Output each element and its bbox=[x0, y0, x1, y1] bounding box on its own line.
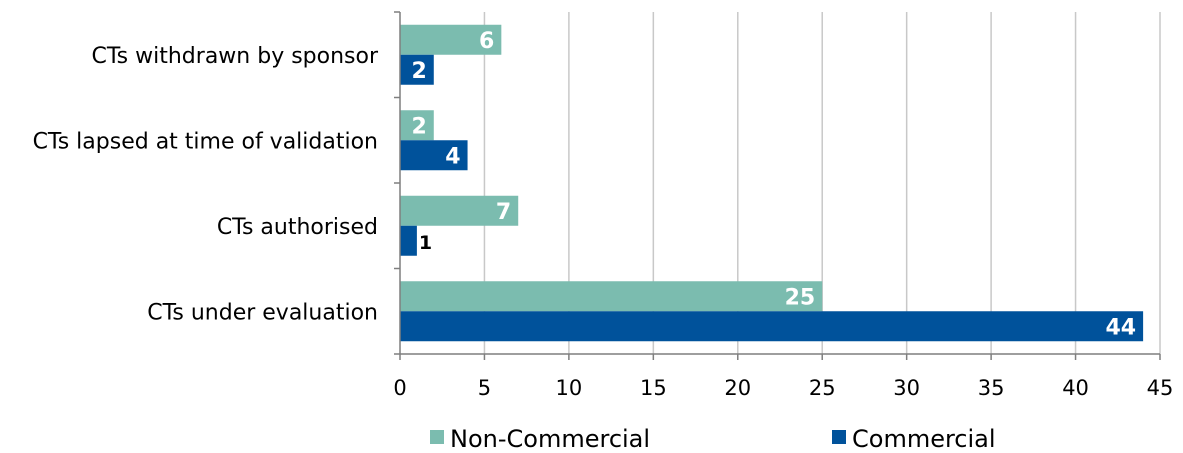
x-tick-label: 5 bbox=[478, 376, 491, 400]
x-tick-label: 25 bbox=[809, 376, 836, 400]
category-label: CTs withdrawn by sponsor bbox=[92, 44, 379, 69]
bar bbox=[400, 281, 823, 312]
legend-swatch bbox=[832, 430, 846, 444]
bar bbox=[400, 110, 434, 141]
x-tick-label: 0 bbox=[393, 376, 406, 400]
bar bbox=[400, 311, 1144, 342]
data-label: 6 bbox=[479, 29, 494, 54]
data-label: 25 bbox=[785, 285, 816, 310]
data-label: 4 bbox=[445, 144, 460, 169]
category-label: CTs lapsed at time of validation bbox=[33, 129, 378, 154]
x-tick-label: 15 bbox=[640, 376, 667, 400]
x-tick-label: 20 bbox=[724, 376, 751, 400]
bar bbox=[400, 140, 468, 171]
bar bbox=[400, 24, 502, 55]
x-tick-label: 10 bbox=[556, 376, 583, 400]
bar bbox=[400, 54, 434, 85]
x-tick-label: 35 bbox=[978, 376, 1005, 400]
x-tick-label: 40 bbox=[1062, 376, 1089, 400]
legend-label: Commercial bbox=[852, 425, 996, 453]
data-label: 7 bbox=[496, 200, 511, 225]
data-label: 2 bbox=[411, 59, 426, 84]
bar bbox=[400, 195, 519, 226]
legend-label: Non-Commercial bbox=[450, 425, 650, 453]
data-label: 2 bbox=[411, 114, 426, 139]
category-label: CTs under evaluation bbox=[147, 300, 378, 325]
bar bbox=[400, 225, 417, 256]
legend-swatch bbox=[430, 430, 444, 444]
category-label: CTs authorised bbox=[217, 215, 378, 240]
data-label: 1 bbox=[419, 232, 432, 254]
x-tick-label: 30 bbox=[893, 376, 920, 400]
x-tick-label: 45 bbox=[1147, 376, 1174, 400]
data-label: 44 bbox=[1105, 315, 1136, 340]
